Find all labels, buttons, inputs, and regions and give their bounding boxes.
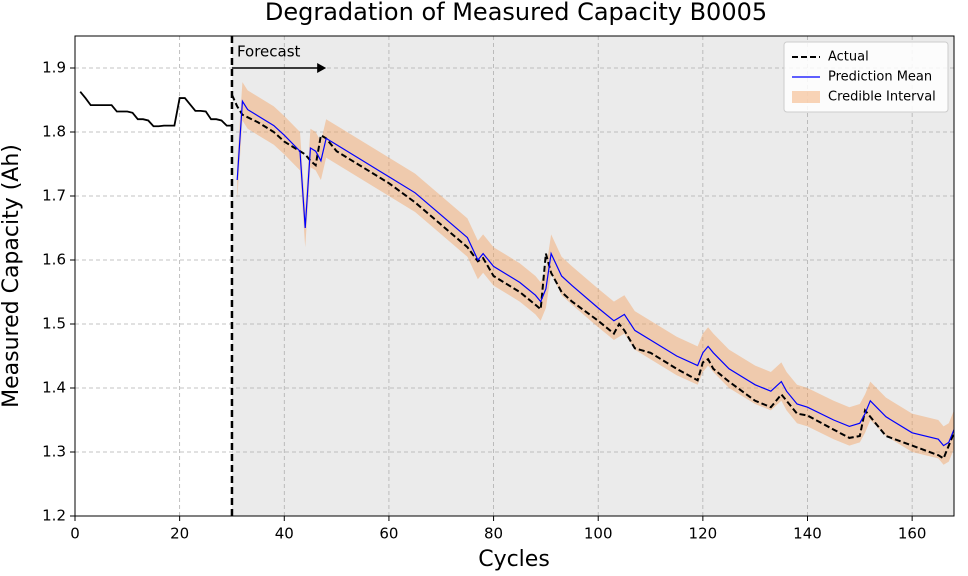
legend-label: Actual [828,50,869,65]
y-tick-label: 1.9 [42,59,66,77]
legend-box [783,41,949,113]
x-tick-label: 40 [275,525,294,543]
series-line [236,99,955,447]
forecast-region [231,36,954,516]
annotation-text: Forecast [237,43,301,61]
legend-label: Credible Interval [828,90,936,105]
legend: Actual Prediction Mean Credible Interval [783,41,949,113]
x-tick-label: 120 [689,525,718,543]
y-tick-label: 1.5 [42,315,66,333]
legend-swatch [792,91,820,103]
x-tick-label: 80 [484,525,503,543]
arrow-head [317,63,327,73]
series-line [79,91,232,128]
y-tick-label: 1.7 [42,187,66,205]
y-tick-label: 1.2 [42,507,66,525]
credible-band [237,82,955,465]
x-tick-label: 0 [70,525,80,543]
y-tick-label: 1.3 [42,443,66,461]
x-tick-label: 100 [584,525,613,543]
y-tick-label: 1.8 [42,123,66,141]
y-tick-label: 1.6 [42,251,66,269]
x-axis-label: Cycles [478,547,550,572]
x-tick-label: 20 [170,525,189,543]
legend-label: Prediction Mean [828,70,932,85]
y-tick-label: 1.4 [42,379,66,397]
x-tick-label: 140 [793,525,822,543]
y-axis-label: Measured Capacity (Ah) [0,144,24,408]
plot-frame [74,35,955,517]
x-tick-label: 60 [379,525,398,543]
x-tick-label: 160 [898,525,927,543]
chart-title: Degradation of Measured Capacity B0005 [265,0,767,26]
